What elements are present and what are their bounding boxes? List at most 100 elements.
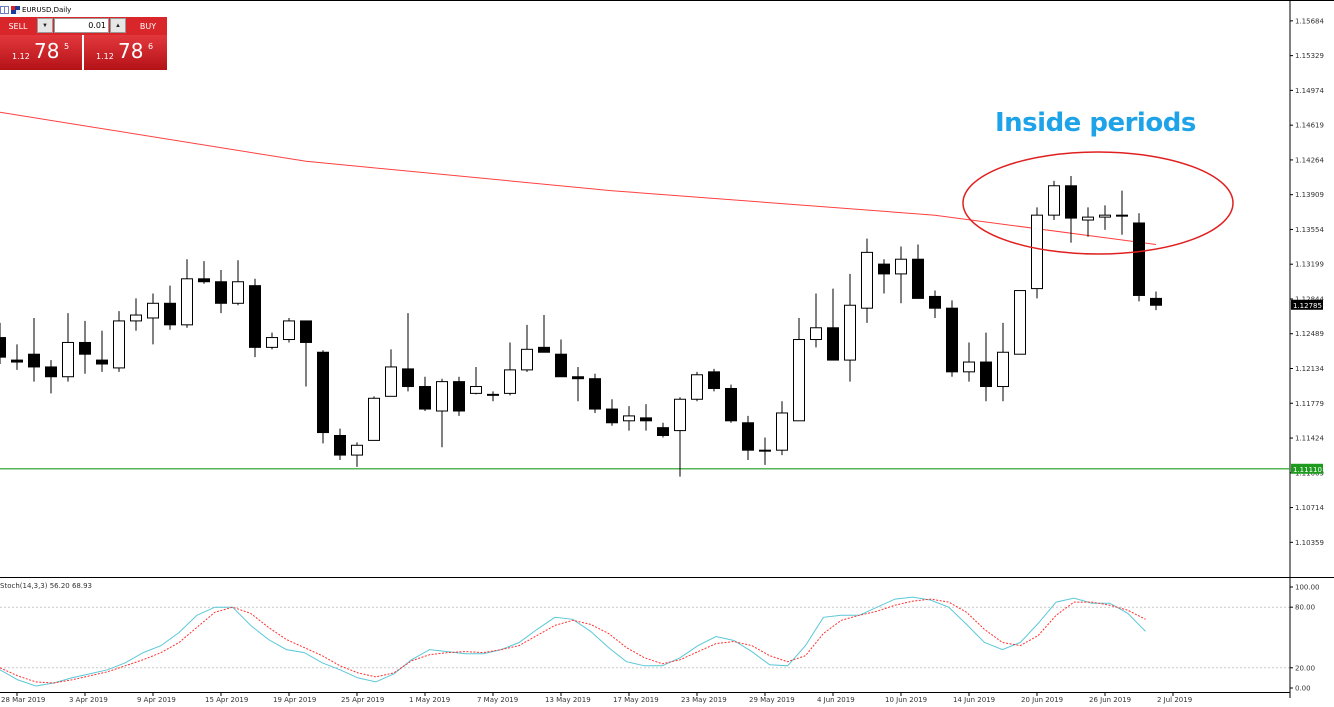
candle[interactable]: [79, 320, 91, 374]
candle[interactable]: [45, 360, 57, 394]
candle[interactable]: [997, 322, 1009, 402]
candle[interactable]: [657, 422, 669, 438]
candle[interactable]: [453, 376, 465, 416]
inside-periods-ellipse: [962, 151, 1234, 255]
candle[interactable]: [147, 293, 159, 345]
candle[interactable]: [487, 391, 499, 402]
x-tick-label: 14 Jun 2019: [953, 696, 995, 704]
candle[interactable]: [759, 437, 771, 465]
candle[interactable]: [385, 349, 397, 397]
y-tick-label: 1.12134: [1295, 365, 1324, 373]
candle[interactable]: [1082, 207, 1094, 237]
candle[interactable]: [28, 317, 40, 382]
candle[interactable]: [334, 428, 346, 460]
candle[interactable]: [538, 315, 550, 353]
candle[interactable]: [300, 320, 312, 387]
candle[interactable]: [504, 342, 516, 396]
candle[interactable]: [96, 330, 108, 372]
y-tick-label: 1.15684: [1295, 17, 1324, 25]
bearish-candle-body: [402, 368, 414, 388]
candle[interactable]: [1099, 205, 1111, 230]
buy-price-pips: 78: [118, 39, 144, 63]
candle[interactable]: [266, 332, 278, 350]
sell-price-button[interactable]: 1.12 78 5: [0, 35, 82, 70]
candle[interactable]: [742, 415, 754, 460]
stochastic-y-label: 100.00: [1295, 584, 1320, 592]
candle[interactable]: [912, 244, 924, 299]
y-tick-label: 1.14264: [1295, 156, 1324, 164]
candle[interactable]: [844, 273, 856, 382]
candle[interactable]: [198, 261, 210, 284]
candle[interactable]: [793, 317, 805, 422]
candle[interactable]: [606, 399, 618, 426]
bearish-candle-body: [1133, 222, 1145, 296]
chart-window-icon: [0, 5, 9, 14]
bearish-candle-body: [980, 361, 992, 388]
candle[interactable]: [708, 368, 720, 392]
candle[interactable]: [351, 442, 363, 467]
candle[interactable]: [691, 371, 703, 402]
candle[interactable]: [232, 260, 244, 306]
candle[interactable]: [623, 406, 635, 431]
candle[interactable]: [1014, 290, 1026, 355]
candle[interactable]: [980, 332, 992, 402]
candle[interactable]: [589, 373, 601, 413]
candle[interactable]: [827, 288, 839, 361]
lot-decrease-button[interactable]: ▼: [37, 18, 53, 33]
candle[interactable]: [1133, 213, 1145, 302]
candle[interactable]: [1116, 190, 1128, 235]
candle[interactable]: [861, 238, 873, 323]
bearish-candle-body: [215, 281, 227, 304]
candle[interactable]: [470, 366, 482, 395]
candle[interactable]: [113, 311, 125, 372]
candle[interactable]: [1031, 207, 1043, 299]
sell-button[interactable]: SELL: [8, 21, 28, 31]
candle[interactable]: [1150, 291, 1162, 311]
candle[interactable]: [215, 269, 227, 314]
y-tick-label: 1.11779: [1295, 400, 1324, 408]
candle[interactable]: [946, 300, 958, 377]
lot-increase-button[interactable]: ▲: [110, 18, 126, 33]
candle[interactable]: [283, 317, 295, 343]
candle[interactable]: [181, 259, 193, 328]
candle[interactable]: [419, 376, 431, 412]
candle[interactable]: [674, 397, 686, 477]
stochastic-y-label: 80.00: [1295, 604, 1315, 612]
bullish-candle-body: [113, 320, 125, 369]
candle[interactable]: [521, 324, 533, 372]
candle[interactable]: [1065, 175, 1077, 243]
buy-price-button[interactable]: 1.12 78 6: [84, 35, 167, 70]
lot-size-input[interactable]: 0.01: [54, 18, 109, 33]
candle[interactable]: [929, 290, 941, 318]
bullish-candle-body: [232, 281, 244, 304]
candle[interactable]: [640, 404, 652, 431]
stochastic-y-label: 20.00: [1295, 664, 1315, 672]
candle[interactable]: [436, 378, 448, 448]
bearish-candle-body: [725, 387, 737, 422]
candle[interactable]: [572, 366, 584, 402]
x-tick-label: 7 May 2019: [477, 696, 518, 704]
candle[interactable]: [776, 401, 788, 456]
candle[interactable]: [368, 396, 380, 441]
candle[interactable]: [402, 313, 414, 392]
candle[interactable]: [725, 384, 737, 423]
candle[interactable]: [878, 259, 890, 294]
candle[interactable]: [317, 350, 329, 444]
candle[interactable]: [810, 293, 822, 348]
y-tick-label: 1.14974: [1295, 87, 1324, 95]
candle[interactable]: [164, 285, 176, 330]
candle[interactable]: [62, 313, 74, 382]
candle[interactable]: [0, 322, 6, 365]
candle[interactable]: [249, 278, 261, 358]
candle[interactable]: [555, 339, 567, 378]
stochastic-panel[interactable]: Stoch(14,3,3) 56.20 68.93 100.00 80.00 20.0…: [0, 582, 1320, 693]
bearish-candle-body: [538, 346, 550, 353]
x-tick-label: 17 May 2019: [613, 696, 659, 704]
candle[interactable]: [11, 344, 23, 370]
bearish-candle-body: [606, 408, 618, 424]
candle[interactable]: [1048, 180, 1060, 221]
candle[interactable]: [963, 342, 975, 382]
candle[interactable]: [130, 298, 142, 331]
candle[interactable]: [895, 246, 907, 304]
buy-button[interactable]: BUY: [139, 21, 157, 31]
